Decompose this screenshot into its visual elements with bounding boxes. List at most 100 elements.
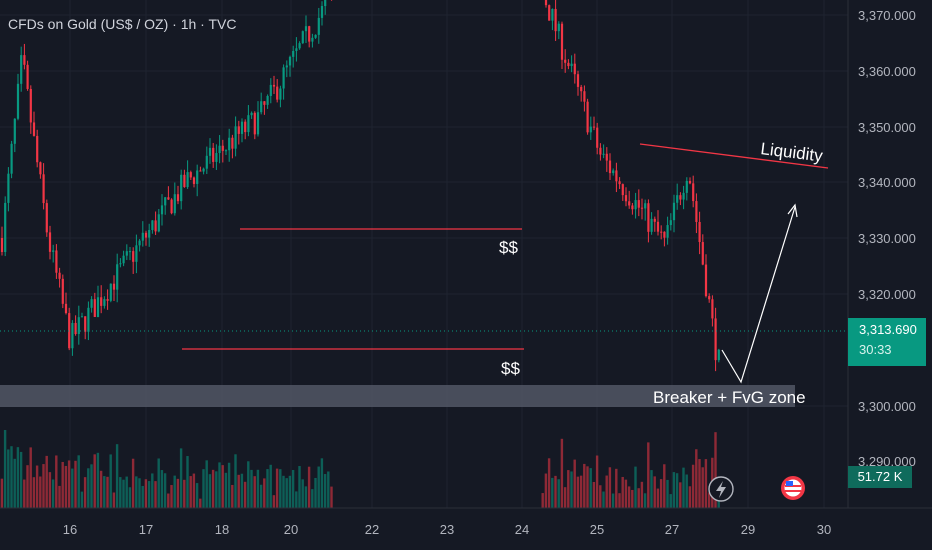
volume-bar [186,456,189,508]
volume-bar [624,479,628,508]
candle [100,297,103,306]
volume-bar [87,468,90,508]
candle [602,153,605,155]
lower-sweep-label: $$ [501,359,520,378]
candle [618,181,621,185]
candle [557,23,560,32]
candle [205,155,208,169]
volume-bar [231,484,234,508]
volume-bar [250,469,253,508]
candle [52,250,55,252]
candle [84,316,87,332]
time-tick-label: 16 [63,522,77,537]
time-tick-label: 30 [817,522,831,537]
volume-bar [650,470,653,508]
candle [647,203,650,232]
candle [180,174,183,202]
volume-bar [195,483,199,508]
projection-arrow [721,206,796,384]
candle [215,153,218,162]
candle [640,207,644,209]
volume-bar [560,438,564,508]
candle [160,205,164,215]
volume-bar [215,471,218,508]
candle [0,238,4,252]
volume-bar [589,468,592,508]
candle [663,231,666,238]
volume-bar [547,458,551,508]
volume-bar [640,481,644,508]
candle [586,101,589,133]
volume-bar [634,466,637,508]
candle [295,48,298,51]
volume-bar [637,488,640,508]
candle [26,64,29,89]
candle [666,225,669,238]
candle [714,318,717,361]
volume-bar [691,464,695,508]
volume-bar [595,455,599,508]
volume-bar [295,491,298,508]
volume-bar [605,475,608,508]
volume-bar [208,474,212,508]
candle [570,63,573,67]
candle [615,170,618,182]
volume-bar [311,489,314,508]
volume-bar [323,474,327,508]
candle [650,218,653,232]
volume-bar [557,479,560,508]
volume-bar [554,475,557,508]
candle [74,322,77,335]
candle [560,23,564,60]
candle [676,195,679,203]
candle [20,55,23,84]
volume-bar [45,455,48,508]
volume-bar [621,476,624,508]
candle [314,34,317,38]
lightning-icon[interactable] [708,476,734,502]
volume-bar [701,467,704,508]
chart-title: CFDs on Gold (US$ / OZ) · 1h · TVC [8,16,237,32]
volume-bar [291,469,295,508]
volume-bar [234,454,237,508]
time-tick-label: 27 [665,522,679,537]
volume-bar [90,464,93,508]
volume-bar [269,464,272,508]
volume-bar [551,477,554,508]
volume-bar [32,477,36,508]
candle [122,255,125,264]
candle [32,122,36,136]
volume-bar [163,473,167,508]
volume-bar [211,469,215,508]
price-tick-label: 3,290.000 [858,454,916,469]
candle [228,137,231,151]
candle [304,26,308,32]
liquidity-trendline [639,143,829,169]
volume-bar [647,442,650,508]
us-flag-icon[interactable] [781,476,805,500]
volume-bar [627,486,631,508]
volume-bar [256,469,260,508]
candle [164,197,167,206]
candle [119,263,122,265]
time-tick-label: 22 [365,522,379,537]
candle [167,197,170,200]
volume-bar [51,479,55,508]
volume-bar [55,455,58,508]
volume-bar [672,472,676,508]
candle [13,118,16,144]
candle [704,264,708,297]
candle [192,177,196,184]
volume-bar [173,475,176,508]
candle [279,88,282,100]
candle [23,55,26,65]
projection-arrowhead [787,203,798,218]
candle [634,200,637,210]
volume-bar [282,475,285,508]
volume-bar [176,478,180,508]
volume-bar [218,462,221,508]
candle [231,137,234,149]
volume-bar [93,454,96,508]
volume-bar [541,493,544,508]
